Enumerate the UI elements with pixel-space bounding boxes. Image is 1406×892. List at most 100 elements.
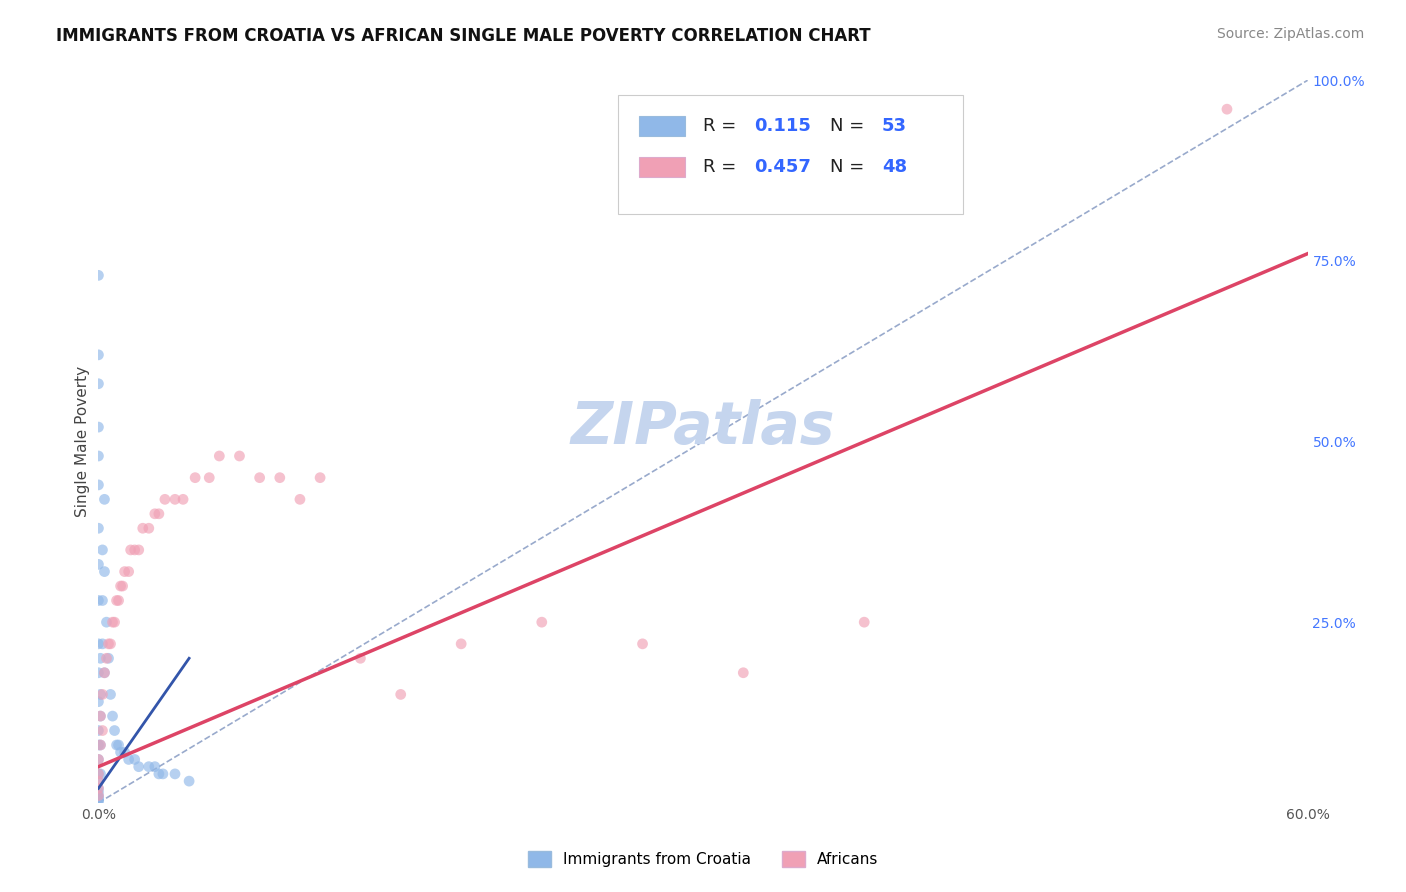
Point [97,637,120,651]
Text: R =: R = [703,117,742,135]
Point [87,790,110,805]
Point [138,521,160,535]
Point [96,615,118,630]
Point [269,470,291,484]
Text: 53: 53 [882,117,907,135]
Text: 48: 48 [882,158,907,176]
Point [87,789,110,803]
Point [107,593,129,607]
Point [89,709,111,723]
Point [128,760,150,774]
Point [89,651,111,665]
Point [100,687,122,701]
Point [105,738,128,752]
Point [163,492,186,507]
Text: ZIPatlas: ZIPatlas [571,399,835,456]
Point [103,615,125,630]
Point [530,615,553,630]
Point [89,738,111,752]
Point [93,565,115,579]
Point [120,542,142,557]
Point [118,565,141,579]
Point [91,687,114,701]
Point [143,760,166,774]
Point [87,420,110,434]
Point [118,752,141,766]
Text: 0.457: 0.457 [754,158,811,176]
Point [87,767,110,781]
Point [288,492,311,507]
Point [163,767,186,781]
Point [93,665,115,680]
Point [208,449,231,463]
Point [110,579,132,593]
FancyBboxPatch shape [638,116,685,136]
Point [89,738,111,752]
Point [103,723,125,738]
Point [309,470,332,484]
Point [87,774,110,789]
Point [87,752,110,766]
Point [1216,102,1239,116]
Point [179,774,201,789]
Text: N =: N = [830,158,870,176]
Point [128,542,150,557]
Point [853,615,876,630]
Point [148,507,170,521]
Point [87,478,110,492]
Point [87,521,110,535]
Point [87,781,110,796]
Point [349,651,371,665]
Point [87,774,110,789]
Point [87,723,110,738]
Point [87,348,110,362]
Point [101,709,124,723]
Point [97,651,120,665]
Point [89,767,111,781]
Text: N =: N = [830,117,870,135]
Point [132,521,155,535]
Point [87,268,110,283]
Point [91,593,114,607]
Point [124,752,146,766]
Point [91,637,114,651]
Y-axis label: Single Male Poverty: Single Male Poverty [75,366,90,517]
Point [153,492,176,507]
Point [228,449,250,463]
Point [87,665,110,680]
Point [107,738,129,752]
Text: R =: R = [703,158,742,176]
Point [124,542,146,557]
Point [91,542,114,557]
Point [96,651,118,665]
Text: 0.115: 0.115 [754,117,811,135]
Point [87,738,110,752]
Point [87,794,110,808]
Point [100,637,122,651]
Text: Source: ZipAtlas.com: Source: ZipAtlas.com [1216,27,1364,41]
Point [172,492,194,507]
Point [87,695,110,709]
Point [143,507,166,521]
Point [91,723,114,738]
Point [89,687,111,701]
Point [87,792,110,806]
Point [389,687,412,701]
Point [87,789,110,803]
Point [87,785,110,799]
Point [111,579,134,593]
Point [87,558,110,572]
Point [114,745,136,759]
Point [114,565,136,579]
FancyBboxPatch shape [619,95,963,214]
Point [87,781,110,796]
Point [110,745,132,759]
Point [152,767,174,781]
Point [87,767,110,781]
Point [101,615,124,630]
Point [93,492,115,507]
Point [87,752,110,766]
Point [93,665,115,680]
Legend: Immigrants from Croatia, Africans: Immigrants from Croatia, Africans [527,852,879,867]
Point [87,376,110,391]
